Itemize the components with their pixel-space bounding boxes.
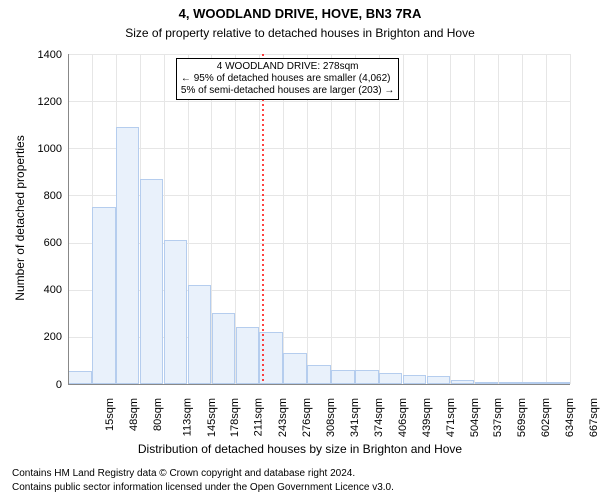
chart-title-line2: Size of property relative to detached ho… — [0, 26, 600, 40]
histogram-bar — [68, 371, 91, 384]
y-tick-label: 1400 — [22, 49, 62, 61]
histogram-bar — [212, 313, 235, 384]
y-tick-label: 400 — [22, 284, 62, 296]
histogram-bar — [283, 353, 306, 384]
property-marker-line — [262, 54, 266, 384]
y-tick-label: 1200 — [22, 96, 62, 108]
histogram-bar — [379, 373, 402, 384]
x-tick-label: 667sqm — [588, 398, 600, 437]
x-tick-label: 341sqm — [349, 398, 361, 437]
x-tick-label: 178sqm — [230, 398, 242, 437]
histogram-bar — [116, 127, 139, 384]
x-tick-label: 80sqm — [152, 398, 164, 431]
y-tick-label: 600 — [22, 237, 62, 249]
annotation-line: 5% of semi-detached houses are larger (2… — [181, 85, 394, 97]
histogram-bar — [331, 370, 354, 384]
annotation-line: 4 WOODLAND DRIVE: 278sqm — [181, 61, 394, 73]
histogram-bar — [355, 370, 378, 384]
histogram-bar — [403, 375, 426, 384]
y-tick-label: 0 — [22, 379, 62, 391]
footnote-line2: Contains public sector information licen… — [12, 482, 394, 493]
x-tick-label: 243sqm — [277, 398, 289, 437]
x-tick-label: 15sqm — [104, 398, 116, 431]
y-tick-label: 200 — [22, 331, 62, 343]
chart-title-line1: 4, WOODLAND DRIVE, HOVE, BN3 7RA — [0, 6, 600, 21]
y-tick-label: 800 — [22, 190, 62, 202]
x-tick-label: 569sqm — [516, 398, 528, 437]
x-tick-label: 471sqm — [445, 398, 457, 437]
annotation-line: ← 95% of detached houses are smaller (4,… — [181, 73, 394, 85]
footnote-line1: Contains HM Land Registry data © Crown c… — [12, 468, 355, 479]
x-tick-label: 48sqm — [128, 398, 140, 431]
histogram-bar — [140, 179, 163, 384]
x-tick-label: 406sqm — [397, 398, 409, 437]
x-tick-label: 439sqm — [421, 398, 433, 437]
histogram-bar — [427, 376, 450, 384]
plot-area: 4 WOODLAND DRIVE: 278sqm← 95% of detache… — [68, 54, 570, 384]
histogram-bar — [236, 327, 259, 384]
histogram-bar — [307, 365, 330, 384]
histogram-bar — [188, 285, 211, 384]
histogram-bar — [92, 207, 115, 384]
x-tick-label: 145sqm — [206, 398, 218, 437]
x-tick-label: 374sqm — [373, 398, 385, 437]
property-size-chart: 4, WOODLAND DRIVE, HOVE, BN3 7RA Size of… — [0, 0, 600, 500]
x-tick-label: 537sqm — [493, 398, 505, 437]
x-tick-label: 602sqm — [540, 398, 552, 437]
histogram-bar — [164, 240, 187, 384]
annotation-box: 4 WOODLAND DRIVE: 278sqm← 95% of detache… — [176, 58, 399, 100]
x-tick-label: 504sqm — [469, 398, 481, 437]
x-axis-label: Distribution of detached houses by size … — [0, 442, 600, 456]
x-tick-label: 634sqm — [564, 398, 576, 437]
x-tick-label: 276sqm — [301, 398, 313, 437]
y-tick-label: 1000 — [22, 143, 62, 155]
x-tick-label: 113sqm — [181, 398, 193, 436]
x-tick-label: 211sqm — [253, 398, 265, 436]
x-tick-label: 308sqm — [325, 398, 337, 437]
